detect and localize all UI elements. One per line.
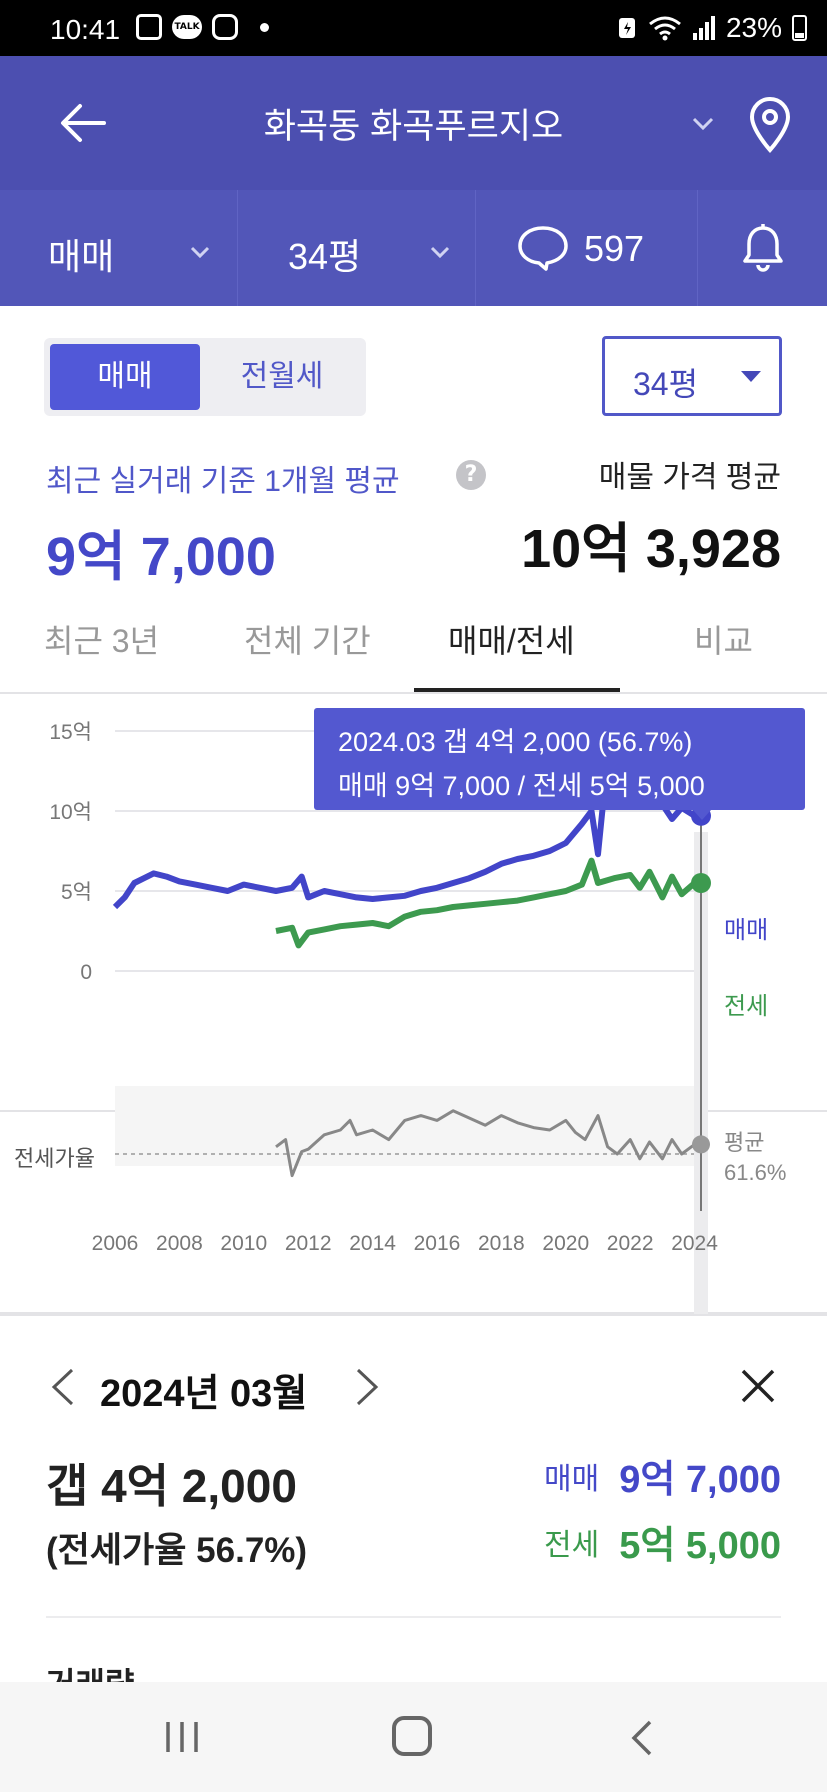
jeonse-series-label: 전세 [724, 993, 768, 1020]
status-notification-icons: TALK [136, 14, 269, 40]
toggle-rent[interactable]: 전월세 [240, 360, 324, 393]
y-tick-label: 10억 [49, 801, 92, 824]
page-title[interactable]: 화곡동 화곡푸르지오 [263, 107, 564, 146]
wifi-icon [649, 16, 681, 41]
gallery-icon [136, 14, 162, 40]
app-header: 화곡동 화곡푸르지오 [0, 56, 827, 190]
x-tick-label: 2016 [414, 1232, 461, 1255]
chevron-down-icon[interactable] [690, 110, 716, 136]
x-tick-label: 2012 [285, 1232, 332, 1255]
chevron-right-icon[interactable] [350, 1366, 384, 1408]
size-select-value: 34평 [633, 366, 699, 402]
jeonse-ratio: (전세가율 56.7%) [46, 1531, 308, 1570]
tab-recent-3y[interactable]: 최근 3년 [44, 623, 160, 659]
tab-all-period[interactable]: 전체 기간 [244, 623, 371, 659]
gap-value: 갭 4억 2,000 [46, 1460, 297, 1512]
selected-month: 2024년 03월 [100, 1373, 308, 1415]
jeonse-point [691, 873, 711, 893]
tooltip-prices: 매매 9억 7,000 / 전세 5억 5,000 [338, 771, 705, 801]
bell-icon [743, 224, 783, 272]
x-tick-label: 2022 [607, 1232, 654, 1255]
back-arrow-icon[interactable] [56, 96, 110, 150]
ratio-label: 전세가율 [14, 1146, 95, 1171]
x-tick-label: 2018 [478, 1232, 525, 1255]
x-tick-label: 2006 [92, 1232, 139, 1255]
listing-average-value: 10억 3,928 [521, 519, 781, 579]
help-icon[interactable]: ? [456, 460, 486, 490]
ratio-average-value: 61.6% [724, 1160, 786, 1185]
dropdown-arrow-icon [741, 371, 761, 382]
trade-type-filter[interactable]: 매매 [0, 190, 238, 306]
x-tick-label: 2024 [671, 1232, 718, 1255]
recent-average-value: 9억 7,000 [46, 527, 276, 587]
home-icon[interactable] [392, 1716, 432, 1756]
status-bar: 10:41 TALK 23% [0, 0, 827, 56]
toggle-sale[interactable]: 매매 [50, 344, 200, 410]
comment-count: 597 [584, 228, 645, 269]
comments-button[interactable]: 597 [476, 190, 698, 306]
recent-average-label: 최근 실거래 기준 1개월 평균 [46, 465, 400, 498]
chart-tooltip: 2024.03 갭 4억 2,000 (56.7%) 매매 9억 7,000 /… [314, 708, 805, 810]
more-notifications-dot [260, 22, 269, 32]
section-divider [0, 1314, 827, 1316]
jeonse-label: 전세 [544, 1529, 600, 1562]
battery-saver-icon [618, 18, 635, 38]
tab-sale-jeonse[interactable]: 매매/전세 [448, 623, 575, 659]
status-time: 10:41 [50, 14, 121, 45]
sale-value: 9억 7,000 [619, 1459, 781, 1501]
sale-series-label: 매매 [724, 917, 768, 944]
tooltip-pointer [693, 810, 711, 820]
signal-icon [692, 16, 715, 40]
filter-bar: 매매 34평 597 [0, 190, 827, 306]
back-nav-icon[interactable] [628, 1718, 656, 1758]
y-tick-label: 0 [80, 961, 92, 984]
chevron-down-icon [190, 246, 210, 259]
battery-icon [792, 15, 807, 41]
chart-bottom-divider [0, 1312, 827, 1314]
alert-button[interactable] [698, 190, 827, 306]
ratio-band [115, 1086, 705, 1166]
trade-type-label: 매매 [48, 236, 115, 277]
price-chart[interactable]: 15억 10억 5억 0 2006 2008 2010 2012 2014 2016 2018 20… [0, 696, 827, 1314]
ratio-line [275, 1109, 701, 1178]
ratio-point [692, 1135, 710, 1154]
sale-label: 매매 [544, 1463, 600, 1496]
x-tick-label: 2020 [542, 1232, 589, 1255]
x-tick-label: 2008 [156, 1232, 203, 1255]
x-tick-label: 2010 [220, 1232, 267, 1255]
x-tick-label: 2014 [349, 1232, 396, 1255]
jeonse-line [275, 857, 701, 949]
detail-divider [46, 1616, 781, 1618]
size-select[interactable]: 34평 [602, 336, 782, 416]
y-tick-label: 5억 [61, 881, 92, 904]
chart-tabs: 최근 3년 전체 기간 매매/전세 비교 [0, 604, 827, 694]
map-pin-icon[interactable] [746, 96, 794, 154]
chat-bubble-icon [518, 226, 568, 271]
chevron-down-icon [430, 246, 450, 259]
size-filter[interactable]: 34평 [238, 190, 476, 306]
trade-toggle: 매매 전월세 [44, 338, 366, 416]
kakaotalk-icon: TALK [172, 15, 202, 39]
tooltip-gap: 2024.03 갭 4억 2,000 (56.7%) [338, 727, 693, 757]
ratio-average-label: 평균 [724, 1130, 764, 1155]
system-nav-bar [0, 1682, 827, 1792]
close-icon[interactable] [738, 1366, 778, 1406]
y-tick-label: 15억 [49, 721, 92, 744]
active-tab-indicator [414, 688, 620, 692]
instagram-icon [212, 14, 238, 40]
tab-compare[interactable]: 비교 [694, 623, 753, 659]
size-label: 34평 [288, 236, 362, 277]
volume-section-title: 거래량 [46, 1666, 135, 1684]
jeonse-value: 5억 5,000 [619, 1525, 781, 1567]
recent-apps-icon[interactable] [162, 1720, 202, 1754]
battery-percent: 23% [725, 12, 782, 43]
chevron-left-icon[interactable] [46, 1366, 80, 1408]
listing-average-label: 매물 가격 평균 [598, 461, 781, 494]
status-system-icons: 23% [616, 12, 807, 44]
